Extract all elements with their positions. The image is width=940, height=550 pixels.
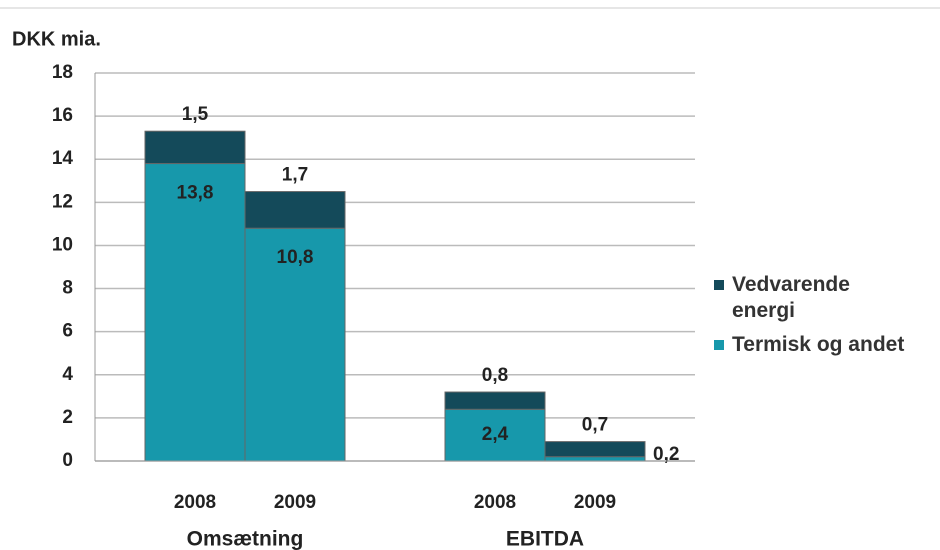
legend-swatch xyxy=(714,340,724,350)
bar-segment xyxy=(144,130,246,165)
x-tick-label: 2008 xyxy=(174,492,216,513)
y-tick-label: 18 xyxy=(52,62,73,83)
value-label: 0,2 xyxy=(653,444,679,465)
x-tick-label: 2009 xyxy=(274,492,316,513)
group-label: EBITDA xyxy=(506,528,584,550)
bar-segment xyxy=(244,191,346,229)
legend-label: Vedvarende energi xyxy=(732,273,850,322)
y-tick-label: 12 xyxy=(52,191,73,212)
x-tick-label: 2008 xyxy=(474,492,516,513)
bar-segment xyxy=(144,163,246,462)
legend-item: Vedvarende energi xyxy=(714,272,940,324)
bar-segment xyxy=(444,408,546,462)
y-axis-label: DKK mia. xyxy=(12,28,101,50)
group-label: Omsætning xyxy=(187,528,304,550)
y-tick-label: 14 xyxy=(52,148,74,169)
legend-swatch xyxy=(714,280,724,290)
y-tick-label: 4 xyxy=(62,364,73,385)
y-tick-label: 6 xyxy=(62,321,73,342)
value-label: 10,8 xyxy=(277,247,314,268)
legend-label: Termisk og andet xyxy=(732,333,905,356)
bar-segment xyxy=(544,441,646,458)
value-label: 0,7 xyxy=(582,415,608,436)
y-tick-label: 10 xyxy=(52,234,73,255)
legend: Vedvarende energi Termisk og andet xyxy=(714,272,940,366)
bar-segment xyxy=(244,227,346,462)
y-tick-label: 8 xyxy=(62,278,73,299)
value-label: 0,8 xyxy=(482,365,508,386)
bar-segment xyxy=(444,391,546,410)
y-tick-label: 16 xyxy=(52,105,73,126)
y-tick-label: 2 xyxy=(62,407,73,428)
value-label: 1,7 xyxy=(282,165,308,186)
y-tick-label: 0 xyxy=(62,450,73,471)
value-label: 13,8 xyxy=(177,183,214,204)
legend-item: Termisk og andet xyxy=(714,332,940,358)
x-tick-label: 2009 xyxy=(574,492,616,513)
value-label: 2,4 xyxy=(482,424,509,445)
bar-segment xyxy=(544,456,646,462)
value-label: 1,5 xyxy=(182,104,209,125)
